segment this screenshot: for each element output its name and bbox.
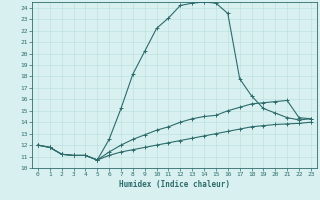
X-axis label: Humidex (Indice chaleur): Humidex (Indice chaleur): [119, 180, 230, 189]
